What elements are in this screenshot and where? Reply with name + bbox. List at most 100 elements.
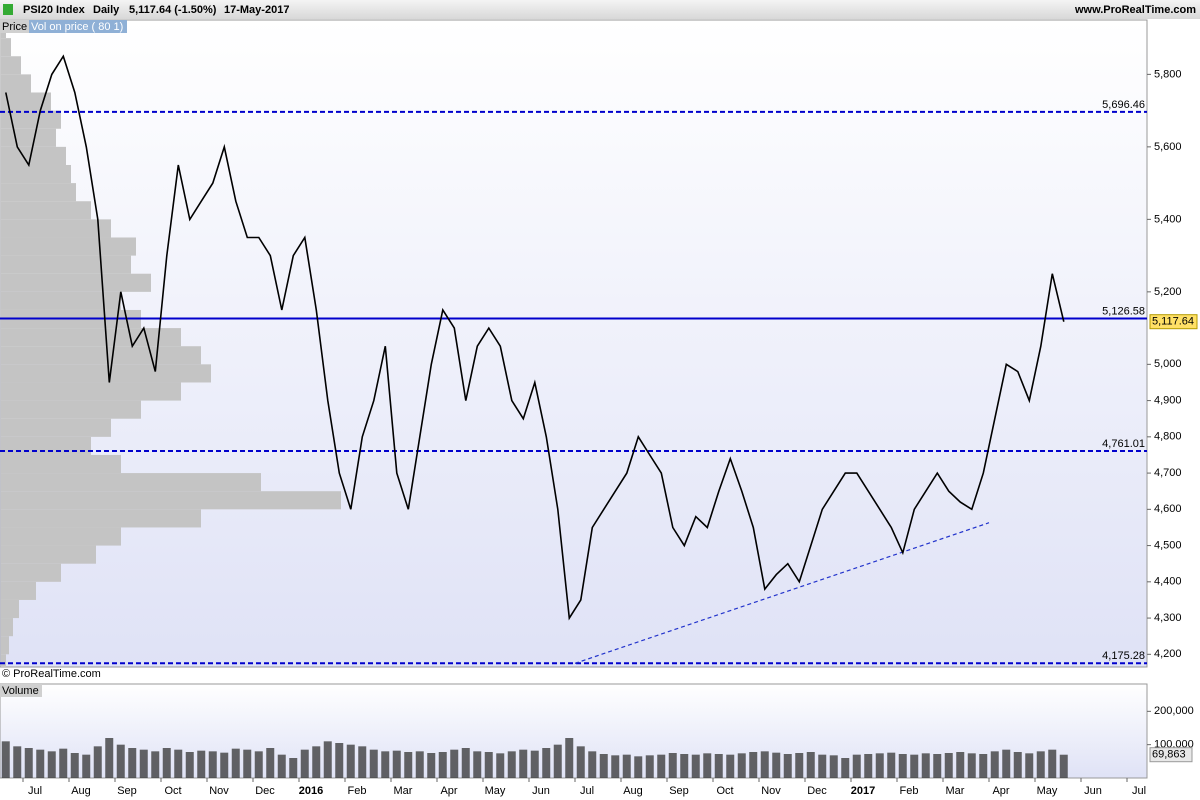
x-tick-label: Mar <box>394 785 413 797</box>
profile-bar <box>1 636 9 655</box>
last-value-label: 5,117.64 <box>1152 316 1194 328</box>
volume-bar <box>323 741 332 778</box>
volume-bar <box>979 754 988 778</box>
y-tick-label: 4,200 <box>1154 648 1182 660</box>
volume-bar <box>128 748 137 778</box>
symbol: PSI20 Index <box>23 4 86 16</box>
quote: 5,117.64 (-1.50%) <box>129 4 217 16</box>
volume-bar <box>990 751 999 778</box>
volume-bar <box>588 751 597 778</box>
volume-bar <box>346 744 355 778</box>
volume-bar <box>59 748 68 778</box>
profile-bar <box>1 183 76 202</box>
x-tick-label: Oct <box>716 785 733 797</box>
volume-bar <box>162 748 171 778</box>
volume-bar <box>611 755 620 778</box>
x-tick-label: Nov <box>761 785 781 797</box>
volume-bar <box>933 754 942 778</box>
volume-bar <box>415 751 424 778</box>
date: 17-May-2017 <box>224 4 289 16</box>
x-tick-label: 2016 <box>299 785 323 797</box>
volume-bar <box>749 752 758 778</box>
volume-bar <box>36 749 45 778</box>
volume-bar <box>703 753 712 778</box>
x-tick-label: Dec <box>255 785 275 797</box>
profile-bar <box>1 328 181 347</box>
volume-bar <box>151 751 160 778</box>
y-tick-label: 5,800 <box>1154 68 1182 80</box>
y-tick-label: 4,600 <box>1154 503 1182 515</box>
volume-bar <box>1013 752 1022 778</box>
volume-bar <box>1048 749 1057 778</box>
x-tick-label: Oct <box>164 785 181 797</box>
x-tick-label: Apr <box>440 785 457 797</box>
volume-bar <box>852 754 861 778</box>
volume-bar <box>496 753 505 778</box>
profile-bar <box>1 273 151 292</box>
profile-bar <box>1 599 19 619</box>
site: www.ProRealTime.com <box>1074 4 1196 16</box>
volume-bar <box>174 749 183 778</box>
volume-bar <box>657 754 666 778</box>
period: Daily <box>93 4 120 16</box>
profile-bar <box>1 38 11 57</box>
volume-bar <box>392 750 401 778</box>
y-tick-label: 4,900 <box>1154 394 1182 406</box>
profile-bar <box>1 346 201 365</box>
x-tick-label: Apr <box>992 785 1009 797</box>
volume-bar <box>737 753 746 778</box>
profile-bar <box>1 56 21 75</box>
profile-bar <box>1 400 141 419</box>
volume-bar <box>622 754 631 778</box>
volume-bar <box>829 755 838 778</box>
volume-bar <box>82 754 91 778</box>
volume-bar <box>898 754 907 778</box>
volume-bar <box>530 750 539 778</box>
volume-bar <box>427 753 436 778</box>
profile-bar <box>1 382 181 401</box>
last-value-box <box>1149 314 1198 330</box>
profile-bar <box>1 491 341 510</box>
volume-bar <box>139 749 148 778</box>
last-value-label: 69,863 <box>1152 749 1186 761</box>
x-tick-label: Jul <box>1132 785 1146 797</box>
volume-bar <box>806 752 815 778</box>
volume-bar <box>197 750 206 778</box>
volume-bar <box>887 752 896 778</box>
copyright: © ProRealTime.com <box>2 668 101 680</box>
volume-bar <box>358 746 367 778</box>
volume-bar <box>634 756 643 778</box>
volume-bar <box>772 752 781 778</box>
volume-bar <box>1 741 10 778</box>
price-panel <box>0 19 1148 668</box>
profile-bar <box>1 92 51 111</box>
x-tick-label: May <box>1037 785 1058 797</box>
y-tick-label: 4,500 <box>1154 539 1182 551</box>
y-tick-label: 4,700 <box>1154 467 1182 479</box>
y-tick-label: 4,400 <box>1154 576 1182 588</box>
volume-bar <box>599 754 608 778</box>
profile-bar <box>1 527 121 546</box>
last-value-box <box>1149 747 1193 763</box>
volume-bar <box>231 748 240 778</box>
volume-bar <box>208 751 217 778</box>
y-tick-label: 4,800 <box>1154 431 1182 443</box>
volume-bar <box>243 749 252 778</box>
volume-bar <box>220 752 229 778</box>
y-tick-label: 5,200 <box>1154 286 1182 298</box>
volume-bar <box>921 753 930 778</box>
level-label: 5,126.58 <box>1102 305 1145 317</box>
profile-bar <box>1 110 61 129</box>
volume-bar <box>680 754 689 778</box>
volume-bar <box>438 752 447 778</box>
volume-bar <box>668 753 677 778</box>
volume-bar <box>105 738 114 778</box>
profile-bar <box>1 654 6 667</box>
y-tick-label: 5,400 <box>1154 213 1182 225</box>
volume-bar <box>70 753 79 778</box>
volume-bar <box>1025 753 1034 778</box>
volume-bar <box>266 748 275 778</box>
profile-bar <box>1 418 111 437</box>
profile-bar <box>1 128 56 147</box>
